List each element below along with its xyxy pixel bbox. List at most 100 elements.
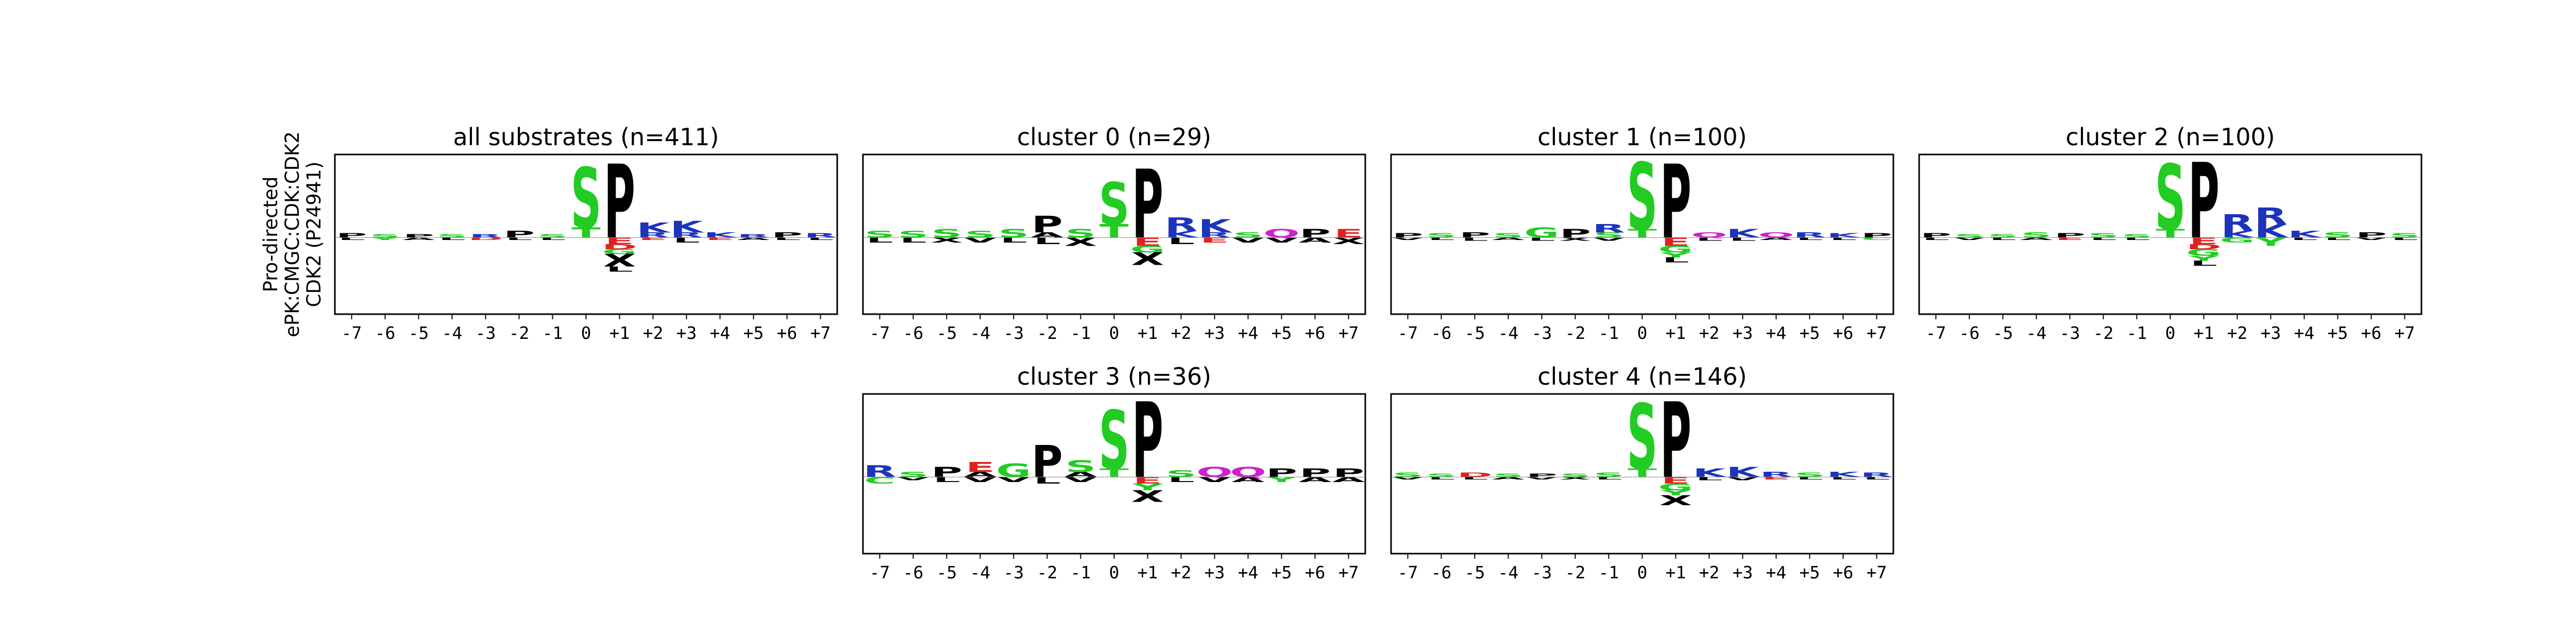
residue-glyph: S (1065, 227, 1096, 241)
residue-glyph: V (1391, 476, 1425, 480)
x-tick-label: -7 (1398, 562, 1418, 582)
x-tick-label: -4 (2026, 323, 2047, 343)
x-tick-label: -5 (1993, 323, 2013, 343)
residue-glyph: L (438, 237, 466, 241)
residue-glyph: L (2391, 237, 2418, 241)
x-tick-label: 0 (1637, 323, 1648, 343)
residue-glyph: L (2123, 237, 2150, 241)
residue-glyph: S (2389, 232, 2420, 239)
residue-glyph: R (2255, 203, 2287, 230)
residue-glyph: L (2324, 237, 2351, 241)
residue-glyph: V (1953, 237, 1986, 241)
x-tick-label: -1 (1071, 323, 1091, 343)
x-tick-label: +7 (1338, 323, 1359, 343)
residue-glyph: K (2221, 229, 2256, 240)
residue-glyph: E (1661, 475, 1690, 486)
residue-glyph: S (1627, 386, 1658, 490)
residue-glyph: L (673, 236, 700, 245)
x-tick-label: +3 (1733, 562, 1753, 582)
x-tick-label: -6 (903, 323, 924, 343)
residue-glyph: V (1726, 476, 1759, 481)
residue-glyph: X (1659, 492, 1692, 508)
panel-title: cluster 0 (n=29) (1017, 123, 1211, 151)
residue-glyph: T (1628, 467, 1657, 480)
residue-glyph: P (1031, 211, 1063, 238)
x-tick-label: 0 (1109, 562, 1120, 582)
row-label-line-3: CDK2 (P24941) (303, 162, 325, 307)
residue-glyph: S (1493, 232, 1524, 239)
residue-glyph: K (2287, 229, 2323, 240)
residue-glyph: G (1524, 225, 1559, 241)
residue-glyph: S (1393, 472, 1423, 478)
residue-glyph: P (931, 464, 962, 480)
panel-title: cluster 4 (n=146) (1537, 363, 1747, 390)
residue-glyph: V (1391, 237, 1425, 241)
residue-glyph: K (1692, 467, 1727, 480)
residue-glyph: P (1560, 227, 1591, 241)
x-tick-label: -4 (1498, 562, 1519, 582)
residue-glyph: L (1000, 236, 1027, 245)
x-tick-label: -5 (937, 562, 957, 582)
residue-glyph: K (703, 231, 738, 239)
residue-glyph: L (1863, 476, 1890, 480)
x-tick-label: +3 (676, 323, 697, 343)
residue-glyph: C (864, 475, 895, 486)
residue-glyph: V (1592, 236, 1625, 242)
residue-glyph: A (1064, 471, 1097, 479)
residue-glyph: L (1428, 476, 1455, 480)
x-tick-label: -5 (409, 323, 429, 343)
residue-glyph: S (1426, 232, 1457, 239)
residue-glyph: S (437, 233, 468, 238)
residue-glyph: E (2189, 236, 2218, 247)
residue-glyph: S (537, 233, 568, 238)
residue-glyph: P (1266, 467, 1297, 480)
residue-glyph: R (637, 231, 670, 239)
residue-glyph: V (963, 236, 996, 245)
residue-glyph: P (1459, 231, 1490, 239)
residue-glyph: L (807, 237, 834, 241)
residue-glyph: A (1298, 476, 1331, 484)
residue-glyph: P (503, 229, 535, 240)
residue-glyph: K (1826, 232, 1861, 239)
x-tick-label: +2 (1699, 323, 1720, 343)
residue-glyph: S (1954, 233, 1985, 238)
x-tick-label: +1 (1666, 323, 1686, 343)
x-tick-label: +6 (1833, 562, 1854, 582)
residue-glyph: P (2188, 142, 2219, 263)
residue-glyph: L (1829, 476, 1857, 480)
x-tick-label: -2 (1565, 323, 1586, 343)
residue-glyph: X (603, 250, 636, 270)
residue-glyph: P (2355, 231, 2387, 239)
residue-glyph: C (1861, 237, 1892, 241)
x-tick-label: +7 (1867, 562, 1887, 582)
panel-title: all substrates (n=411) (453, 123, 719, 151)
x-tick-label: -7 (1398, 323, 1418, 343)
residue-glyph: L (2291, 237, 2318, 241)
residue-glyph: R (804, 232, 837, 239)
x-tick-label: -7 (1926, 323, 1946, 343)
residue-glyph: E (1761, 476, 1791, 480)
residue-glyph: V (896, 476, 930, 481)
residue-glyph: S (1099, 171, 1130, 238)
x-tick-label: -3 (1532, 323, 1552, 343)
residue-glyph: S (1065, 457, 1096, 476)
x-tick-label: +3 (1205, 323, 1225, 343)
residue-glyph: L (1922, 237, 1950, 241)
x-tick-label: +2 (2227, 323, 2248, 343)
residue-glyph: A (1759, 237, 1793, 241)
residue-glyph: P (1031, 436, 1063, 487)
residue-glyph: P (771, 231, 803, 239)
residue-glyph: L (1428, 237, 1455, 241)
residue-glyph: S (2323, 231, 2353, 239)
residue-glyph: A (1030, 231, 1063, 239)
residue-glyph: S (2155, 146, 2186, 251)
x-tick-label: +1 (1666, 562, 1686, 582)
x-tick-label: +5 (1272, 562, 1292, 582)
residue-glyph: A (1332, 476, 1365, 484)
x-tick-label: -6 (1959, 323, 1980, 343)
residue-glyph: L (1796, 476, 1823, 480)
residue-glyph: D (602, 243, 637, 251)
x-tick-label: -3 (2060, 323, 2080, 343)
residue-glyph: S (1166, 469, 1197, 479)
